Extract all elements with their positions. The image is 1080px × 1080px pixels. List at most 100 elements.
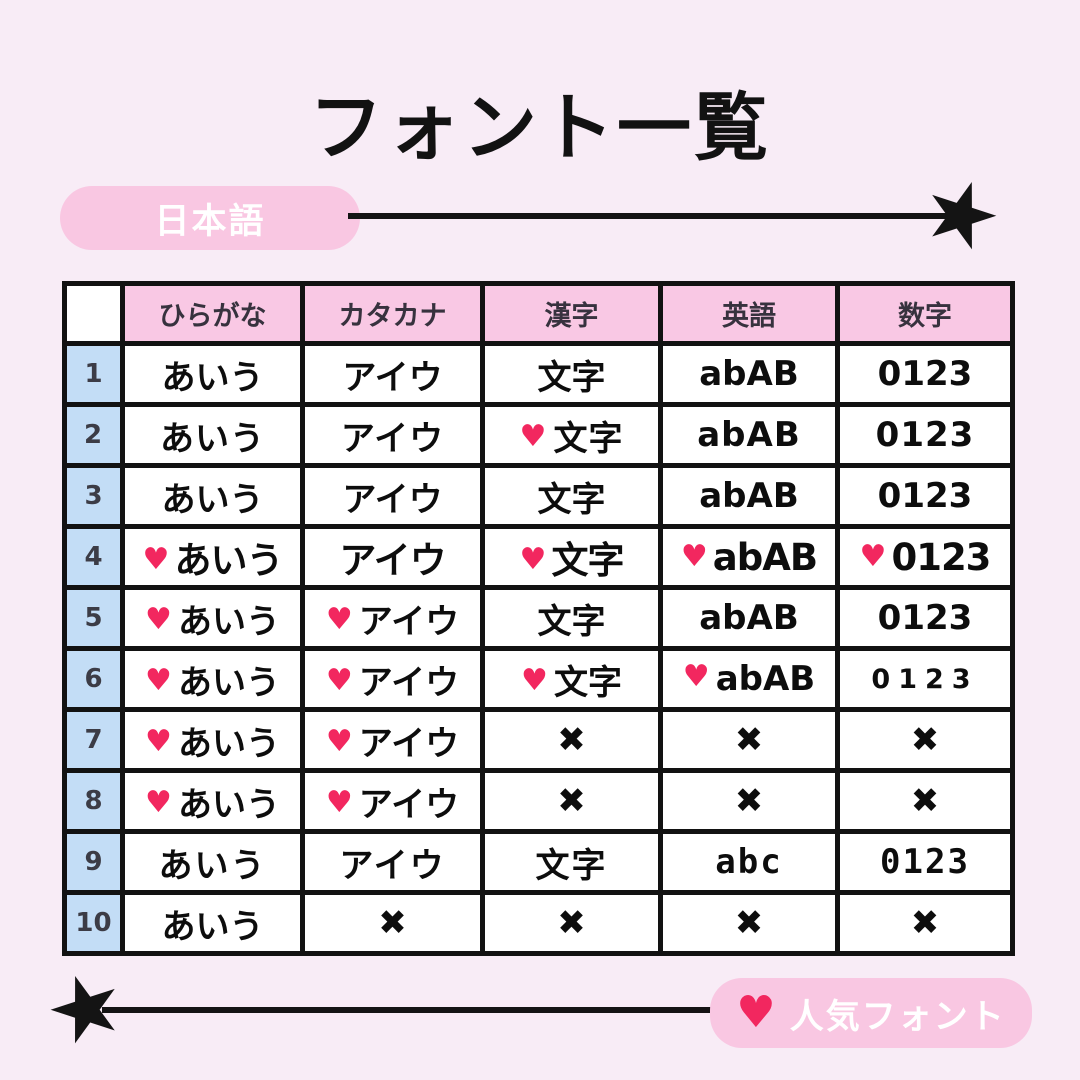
font-sample-text: 0123: [877, 598, 973, 638]
japanese-label: 日本語: [154, 201, 266, 242]
unavailable-mark: ✖: [910, 781, 940, 821]
column-header-4: 英語: [658, 281, 840, 346]
table-row-10: 10 あいう ✖ ✖ ✖ ✖: [62, 890, 1015, 956]
heart-icon: ♥: [325, 662, 353, 698]
sample-cell-r3-c2: アイウ: [300, 463, 485, 529]
sample-cell-r7-c3: ✖: [480, 707, 663, 773]
sample-cell-r9-c2: アイウ: [300, 829, 485, 895]
sample-cell-r6-c4: ♥ abAB: [658, 646, 840, 712]
heart-icon: ♥: [145, 601, 172, 637]
sample-cell-r5-c5: 0123: [835, 585, 1015, 651]
font-sample-text: あいう: [161, 906, 264, 947]
sample-cell-r5-c3: 文字: [480, 585, 663, 651]
font-sample-text: アイウ: [340, 418, 445, 459]
font-sample-text: アイウ: [339, 539, 446, 582]
sample-cell-r8-c1: ♥ あいう: [120, 768, 305, 834]
font-sample-text: 文字: [553, 662, 622, 703]
heart-icon: ♥: [519, 418, 548, 454]
font-sample-text: あいう: [160, 418, 265, 459]
row-number-cell: 10: [62, 890, 125, 956]
table-row-6: 6 ♥ あいう ♥ アイウ ♥ 文字 ♥ abAB 0123: [62, 646, 1015, 712]
heart-icon: ♥: [521, 662, 548, 698]
font-sample-text: 0123: [891, 535, 991, 579]
row-number-cell: 8: [62, 768, 125, 834]
sample-cell-r9-c1: あいう: [120, 829, 305, 895]
column-header-1: ひらがな: [120, 281, 305, 346]
sample-cell-r5-c1: ♥ あいう: [120, 585, 305, 651]
sample-cell-r8-c2: ♥ アイウ: [300, 768, 485, 834]
font-sample-text: abAB: [699, 598, 799, 638]
unavailable-mark: ✖: [734, 781, 764, 821]
table-body: 1 あいう アイウ 文字 abAB 0123 2 あいう アイウ ♥ 文字 abAB 0123 3 あいうア…: [62, 341, 1015, 956]
font-sample-text: abAB: [715, 659, 816, 699]
column-header-2: カタカナ: [300, 281, 485, 346]
sample-cell-r7-c4: ✖: [658, 707, 840, 773]
sample-cell-r9-c4: abc: [658, 829, 840, 895]
font-sample-text: abAB: [699, 476, 799, 516]
font-sample-text: アイウ: [358, 662, 460, 703]
font-sample-text: abc: [715, 842, 783, 882]
font-sample-text: あいう: [161, 357, 264, 398]
sample-cell-r6-c2: ♥ アイウ: [300, 646, 485, 712]
japanese-label-badge: 日本語: [60, 186, 360, 250]
heart-icon: ♥: [325, 723, 353, 759]
heart-icon: ♥: [682, 659, 710, 694]
font-sample-text: 文字: [553, 418, 624, 459]
sample-cell-r4-c1: ♥ あいう: [120, 524, 305, 590]
font-sample-text: アイウ: [339, 845, 446, 886]
heart-icon: ♥: [325, 784, 353, 820]
row-number-cell: 4: [62, 524, 125, 590]
font-sample-text: 0123: [877, 354, 973, 394]
row-number-cell: 2: [62, 402, 125, 468]
popular-font-label: 人気フォント: [789, 996, 1006, 1037]
heart-icon: ♥: [145, 784, 172, 820]
font-sample-text: アイウ: [342, 357, 443, 398]
font-sample-text: 文字: [535, 845, 608, 886]
font-sample-text: あいう: [177, 601, 280, 642]
table-row-1: 1 あいう アイウ 文字 abAB 0123: [62, 341, 1015, 407]
sample-cell-r7-c5: ✖: [835, 707, 1015, 773]
sample-cell-r8-c5: ✖: [835, 768, 1015, 834]
sample-cell-r1-c4: abAB: [658, 341, 840, 407]
column-header-5: 数字: [835, 281, 1015, 346]
sample-cell-r3-c4: abAB: [658, 463, 840, 529]
table-header-row: ひらがな カタカナ 漢字 英語 数字: [62, 281, 1015, 346]
table-row-2: 2 あいう アイウ ♥ 文字 abAB 0123: [62, 402, 1015, 468]
sample-cell-r6-c5: 0123: [835, 646, 1015, 712]
font-sample-text: abAB: [712, 535, 818, 579]
font-sample-text: abAB: [699, 354, 799, 394]
sample-cell-r2-c5: 0123: [835, 402, 1015, 468]
page-title: フォント一覧: [309, 85, 771, 171]
sample-cell-r8-c4: ✖: [658, 768, 840, 834]
sample-cell-r10-c5: ✖: [835, 890, 1015, 956]
heart-icon: ♥: [142, 542, 170, 577]
font-sample-text: 0123: [877, 476, 973, 516]
sample-cell-r5-c4: abAB: [658, 585, 840, 651]
sample-cell-r2-c1: あいう: [120, 402, 305, 468]
table-header: ひらがな カタカナ 漢字 英語 数字: [62, 281, 1015, 346]
sample-cell-r2-c2: アイウ: [300, 402, 485, 468]
heart-icon: ♥: [859, 538, 887, 574]
sample-cell-r3-c3: 文字: [480, 463, 663, 529]
sample-cell-r3-c5: 0123: [835, 463, 1015, 529]
sample-cell-r9-c5: 0123: [835, 829, 1015, 895]
sample-cell-r4-c3: ♥ 文字: [480, 524, 663, 590]
heart-icon: ♥: [145, 723, 172, 759]
sample-cell-r1-c3: 文字: [480, 341, 663, 407]
table-row-3: 3 あいう アイウ 文字 abAB 0123: [62, 463, 1015, 529]
row-number-cell: 6: [62, 646, 125, 712]
sample-cell-r2-c3: ♥ 文字: [480, 402, 663, 468]
sample-cell-r4-c2: アイウ: [300, 524, 485, 590]
font-sample-text: 文字: [537, 357, 606, 398]
unavailable-mark: ✖: [734, 903, 764, 943]
column-header-3: 漢字: [480, 281, 663, 346]
row-number-cell: 7: [62, 707, 125, 773]
table-row-9: 9 あいう アイウ 文字 abc 0123: [62, 829, 1015, 895]
bottom-connector-line: [102, 1007, 720, 1013]
row-number-cell: 9: [62, 829, 125, 895]
heart-icon: ♥: [736, 987, 778, 1038]
sample-cell-r6-c1: ♥ あいう: [120, 646, 305, 712]
table-row-5: 5 ♥ あいう ♥ アイウ 文字 abAB 0123: [62, 585, 1015, 651]
font-sample-text: 0123: [880, 842, 970, 882]
